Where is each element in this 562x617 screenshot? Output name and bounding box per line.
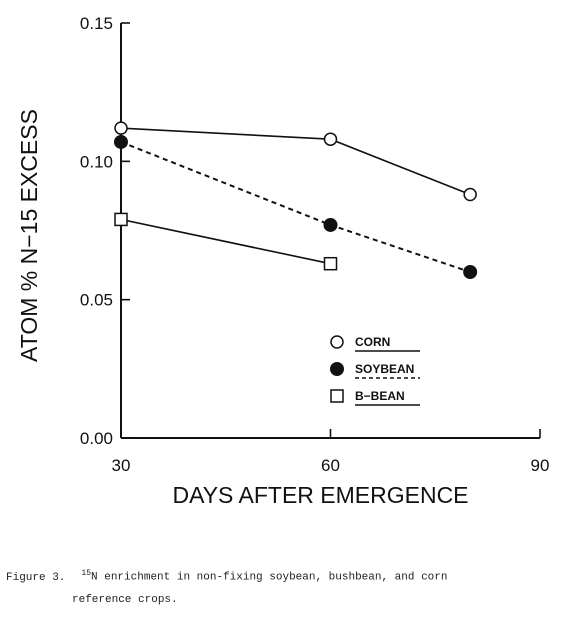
legend-corn-label: CORN bbox=[355, 335, 390, 349]
legend-soybean-marker bbox=[330, 362, 344, 376]
chart: 0.00 0.05 0.10 0.15 30 60 90 CORN SOYBEAN B−BEAN… bbox=[16, 14, 550, 508]
y-tick-label: 0.00 bbox=[80, 429, 113, 448]
series-lines bbox=[120, 127, 471, 273]
b-bean-point bbox=[323, 256, 338, 271]
x-tick-label: 60 bbox=[321, 456, 340, 475]
soybean-point bbox=[323, 217, 338, 232]
ticks: 0.00 0.05 0.10 0.15 30 60 90 bbox=[80, 14, 550, 475]
x-axis-title: DAYS AFTER EMERGENCE bbox=[172, 482, 468, 508]
caption-line-2: reference crops. bbox=[72, 593, 178, 606]
corn-point bbox=[114, 121, 128, 135]
y-tick-label: 0.15 bbox=[80, 14, 113, 33]
caption-line-1: N enrichment in non-fixing soybean, bush… bbox=[91, 571, 448, 584]
soybean-point bbox=[463, 265, 478, 279]
y-axis-title: ATOM % N−15 EXCESS bbox=[16, 109, 42, 362]
legend-b-bean-marker bbox=[330, 389, 344, 403]
legend-corn-marker bbox=[330, 335, 344, 349]
x-tick-label: 90 bbox=[531, 456, 550, 475]
legend-soybean-label: SOYBEAN bbox=[355, 362, 414, 376]
b-bean-series-line bbox=[120, 218, 331, 265]
legend-b-bean-label: B−BEAN bbox=[355, 389, 405, 403]
data-points bbox=[114, 121, 478, 279]
corn-series-line bbox=[120, 127, 471, 196]
caption-superscript: 15 bbox=[81, 569, 92, 578]
soybean-point bbox=[114, 134, 128, 149]
figure-number: Figure 3. bbox=[6, 571, 66, 584]
y-tick-label: 0.10 bbox=[80, 152, 113, 171]
soybean-series-line bbox=[120, 141, 471, 273]
corn-point bbox=[463, 187, 477, 202]
y-tick-label: 0.05 bbox=[80, 291, 113, 310]
figure-caption: Figure 3. 15N enrichment in non-fixing so… bbox=[6, 563, 556, 611]
x-tick-label: 30 bbox=[112, 456, 131, 475]
corn-point bbox=[323, 132, 338, 146]
legend: CORN SOYBEAN B−BEAN bbox=[330, 335, 420, 406]
b-bean-point bbox=[114, 212, 128, 227]
